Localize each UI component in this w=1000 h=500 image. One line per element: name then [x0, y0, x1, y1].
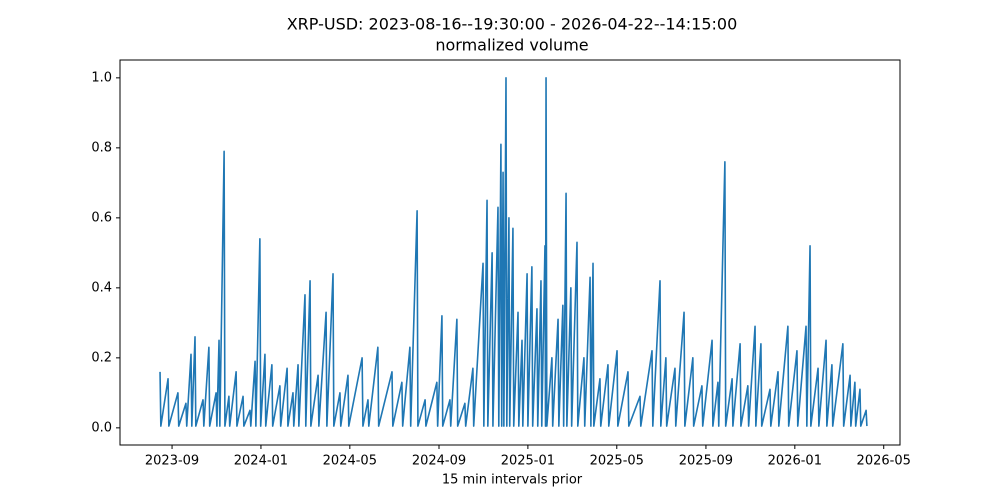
x-tick-label: 2026-01: [768, 454, 822, 469]
x-axis-label: 15 min intervals prior: [442, 473, 583, 488]
x-tick-label: 2024-01: [234, 454, 288, 469]
x-tick-label: 2023-09: [145, 454, 199, 469]
y-tick-label: 0.6: [91, 210, 112, 225]
x-tick-label: 2026-05: [857, 454, 911, 469]
x-tick-label: 2024-09: [412, 454, 466, 469]
x-tick-label: 2025-09: [679, 454, 733, 469]
data-line: [159, 77, 868, 427]
chart-subtitle: normalized volume: [435, 36, 588, 55]
y-tick-label: 0.2: [91, 350, 112, 365]
y-tick-label: 0.4: [91, 280, 112, 295]
plot-frame: [119, 59, 901, 446]
y-tick-label: 0.8: [91, 140, 112, 155]
x-tick-label: 2024-05: [323, 454, 377, 469]
y-tick-label: 1.0: [91, 70, 112, 85]
y-tick-label: 0.0: [91, 420, 112, 435]
chart-title: XRP-USD: 2023-08-16--19:30:00 - 2026-04-…: [287, 15, 738, 34]
x-tick-label: 2025-05: [590, 454, 644, 469]
x-tick-label: 2025-01: [501, 454, 555, 469]
